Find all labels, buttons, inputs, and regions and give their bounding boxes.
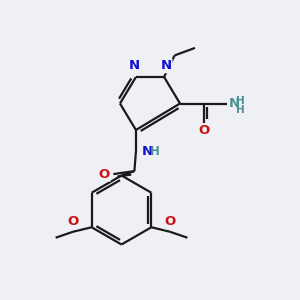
Text: O: O	[99, 168, 110, 181]
Text: O: O	[68, 215, 79, 228]
Text: N: N	[160, 59, 171, 72]
Text: N: N	[229, 97, 240, 110]
Text: H: H	[236, 105, 245, 115]
Text: O: O	[164, 215, 175, 228]
Text: O: O	[198, 124, 210, 137]
Text: H: H	[150, 145, 160, 158]
Text: N: N	[129, 59, 140, 72]
Text: N: N	[141, 145, 152, 158]
Text: H: H	[236, 95, 245, 106]
